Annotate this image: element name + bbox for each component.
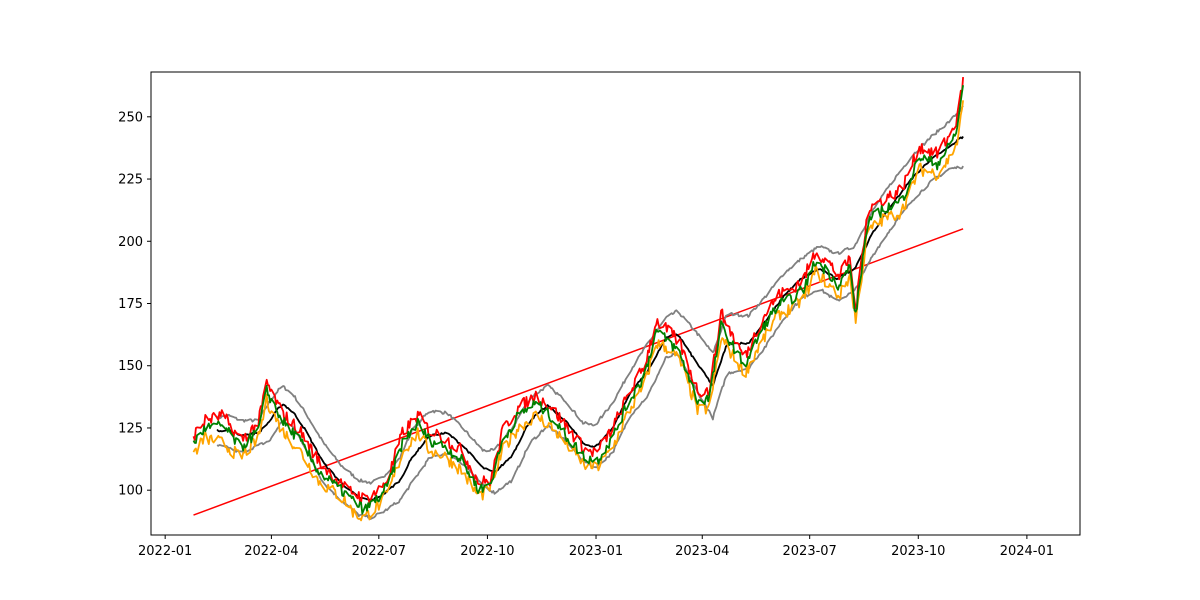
series-line-high [192,77,964,504]
y-tick-label: 150 [118,359,143,374]
x-tick-label: 2024-01 [1000,544,1054,559]
y-tick-label: 200 [118,235,143,250]
x-tick-label: 2022-10 [460,544,514,559]
series-line-trend [193,228,964,516]
y-tick-label: 100 [118,484,143,499]
x-tick-label: 2023-07 [783,544,837,559]
y-tick-label: 175 [118,297,143,312]
x-tick-label: 2022-04 [244,544,298,559]
x-tick-label: 2022-07 [352,544,406,559]
x-tick-label: 2023-04 [675,544,729,559]
y-tick-label: 250 [118,110,143,125]
plot-area [150,71,1081,536]
x-tick-label: 2023-01 [569,544,623,559]
y-tick-label: 225 [118,173,143,188]
x-tick-label: 2022-01 [138,544,192,559]
plot-background [151,72,1080,535]
y-tick-label: 125 [118,421,143,436]
y-axis: 100 125 150 175 200 225 250 [118,110,151,499]
x-axis: 2022-01 2022-04 2022-07 2022-10 2023-01 2023-… [138,535,1054,559]
x-tick-label: 2023-10 [891,544,945,559]
series-line-upper-band [216,105,964,485]
series-line-close [192,85,964,515]
series-layer [192,77,964,522]
